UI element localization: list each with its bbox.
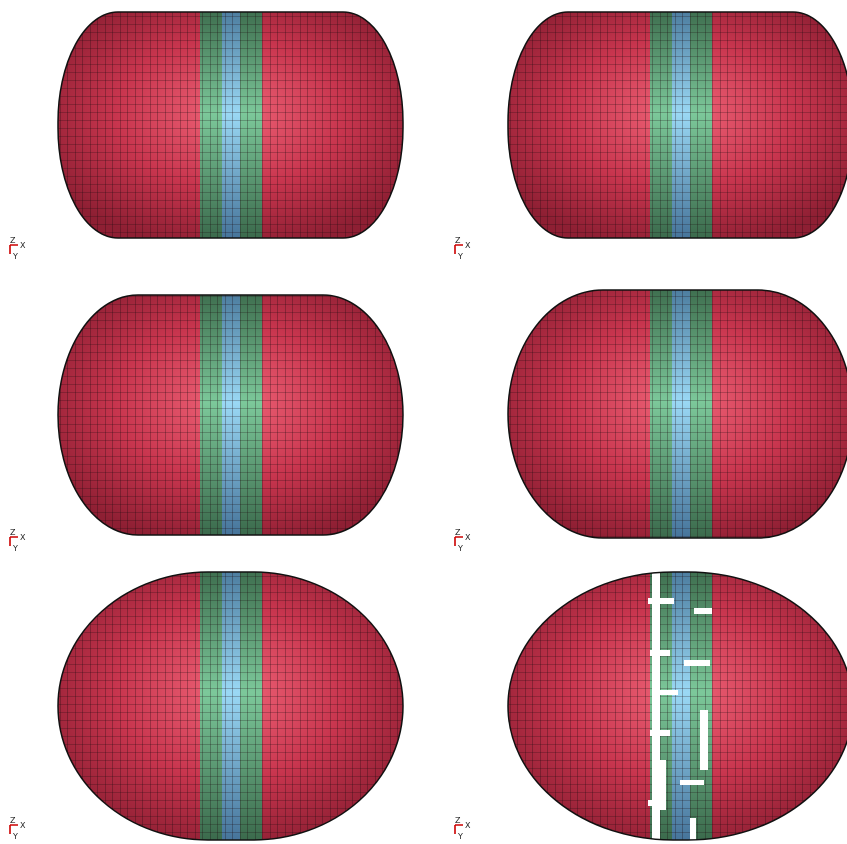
triad-y: Y [12,832,18,841]
triad-y: Y [12,252,18,261]
failed-elements [650,650,670,656]
failed-elements [652,572,660,840]
failed-elements [656,690,678,695]
axis-triad: ZXY [455,816,471,841]
mesh-body [508,12,847,238]
triad-x: X [465,533,471,542]
mesh-body [508,572,847,840]
failed-elements [684,660,710,666]
triad-x: X [465,241,471,250]
triad-z: Z [455,816,461,825]
failed-elements [650,730,670,736]
mesh-body [508,290,847,538]
triad-y: Y [457,252,463,261]
axis-triad: ZXY [10,236,26,261]
mesh-body [58,295,403,535]
mesh-lines [508,12,847,238]
mesh-lines [508,290,847,538]
failed-elements [648,800,666,806]
triad-x: X [465,821,471,830]
triad-y: Y [457,832,463,841]
failed-elements [648,598,674,604]
mesh-lines [58,295,403,535]
axis-triad: ZXY [455,236,471,261]
axis-triad: ZXY [10,816,26,841]
axis-triad: ZXY [10,528,26,553]
failed-elements [680,780,704,785]
axis-triad: ZXY [455,528,471,553]
mesh-body [58,12,403,238]
mesh-lines [58,572,403,840]
triad-y: Y [457,544,463,553]
failed-elements [690,818,696,840]
triad-x: X [20,241,26,250]
triad-y: Y [12,544,18,553]
failed-elements [694,608,712,614]
mesh-body [58,572,403,840]
mesh-lines [508,572,847,840]
triad-z: Z [455,236,461,245]
mesh-lines [58,12,403,238]
triad-z: Z [10,236,16,245]
triad-x: X [20,821,26,830]
triad-z: Z [10,528,16,537]
failed-elements [700,710,708,770]
triad-z: Z [10,816,16,825]
triad-z: Z [455,528,461,537]
render-view: ZXYZXYZXYZXYZXYZXY [0,0,847,844]
triad-x: X [20,533,26,542]
